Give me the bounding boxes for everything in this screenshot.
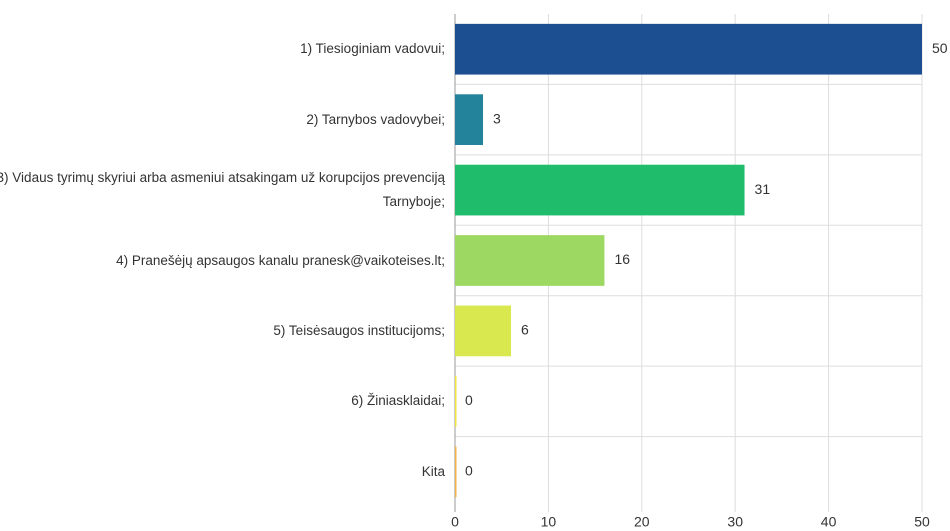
bar xyxy=(455,446,457,498)
category-label: 5) Teisėsaugos institucijoms; xyxy=(273,322,445,338)
x-tick-label: 40 xyxy=(821,514,837,530)
value-label: 0 xyxy=(465,462,473,478)
x-tick-label: 50 xyxy=(914,514,930,530)
category-label: 6) Žiniasklaidai; xyxy=(351,393,445,409)
value-label: 50 xyxy=(932,40,948,56)
category-label: Kita xyxy=(421,463,445,479)
x-tick-label: 10 xyxy=(541,514,557,530)
value-label: 3 xyxy=(493,110,501,126)
bar xyxy=(455,23,922,75)
bar xyxy=(455,94,484,145)
value-label: 0 xyxy=(465,392,473,408)
category-label: 3) Vidaus tyrimų skyriui arba asmeniui a… xyxy=(0,170,445,210)
x-tick-label: 20 xyxy=(634,514,650,530)
category-label: 1) Tiesioginiam vadovui; xyxy=(300,41,445,57)
category-label: 2) Tarnybos vadovybei; xyxy=(306,111,445,127)
x-tick-label: 30 xyxy=(727,514,743,530)
value-label: 16 xyxy=(614,251,630,267)
category-label: 4) Pranešėjų apsaugos kanalu pranesk@vai… xyxy=(116,252,445,268)
bar xyxy=(455,164,745,216)
bar xyxy=(455,235,605,286)
value-label: 6 xyxy=(521,322,529,338)
x-tick-label: 0 xyxy=(451,514,459,530)
bar xyxy=(455,376,457,427)
value-label: 31 xyxy=(755,181,771,197)
bar xyxy=(455,305,512,357)
